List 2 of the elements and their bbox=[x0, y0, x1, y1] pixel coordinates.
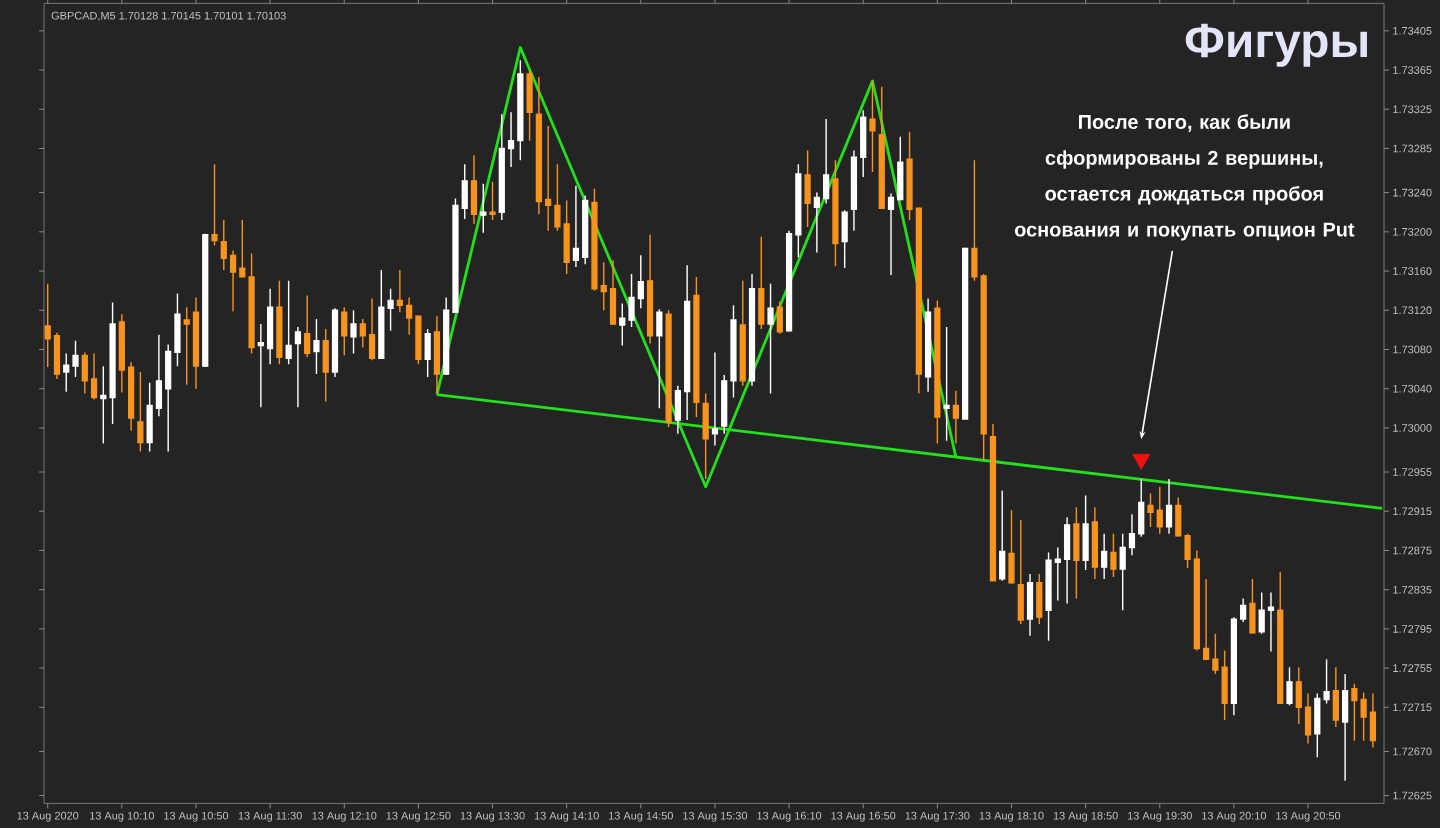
annotation: После того, как были сформированы 2 вершины, остается дождаться пробоя основания и покупать опцион Put bbox=[1014, 114, 1355, 241]
chart-title: Фигуры bbox=[1185, 23, 1367, 67]
